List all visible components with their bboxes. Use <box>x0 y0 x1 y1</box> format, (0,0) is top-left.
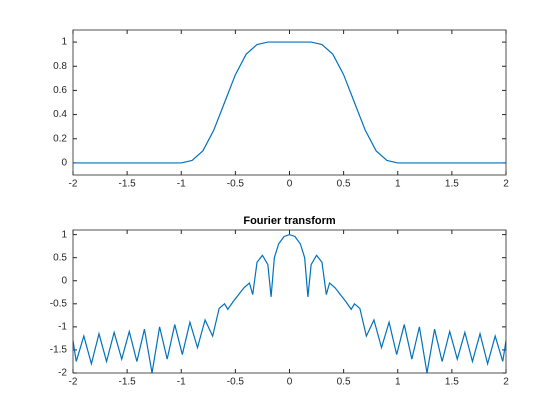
x-tick-label: 1 <box>395 179 401 190</box>
chart-title: Fourier transform <box>243 215 336 227</box>
y-tick-label: -2 <box>58 368 67 379</box>
plot-area <box>73 230 506 373</box>
x-tick-label: -2 <box>69 377 78 388</box>
y-tick-label: 0.5 <box>53 252 67 263</box>
y-tick-label: 0 <box>61 158 67 169</box>
y-tick-label: 1 <box>61 229 67 240</box>
y-tick-label: 0 <box>61 275 67 286</box>
x-tick-label: 2 <box>503 179 509 190</box>
x-tick-label: -0.5 <box>227 377 245 388</box>
y-tick-label: 0.8 <box>53 61 67 72</box>
axes-box <box>72 29 507 176</box>
x-tick-label: -1.5 <box>119 179 137 190</box>
plot-area <box>73 30 506 175</box>
x-tick-label: -2 <box>69 179 78 190</box>
x-tick-label: 2 <box>503 377 509 388</box>
y-tick-label: -1.5 <box>50 345 68 356</box>
axes: -2 -1.5 -1 -0.5 0 0.5 1 1.5 2 0 0.2 0.4 0.6 0.8 1 <box>53 29 509 190</box>
axes-box <box>72 229 507 374</box>
x-tick-label: -1.5 <box>119 377 137 388</box>
y-tick-label: 0.2 <box>53 133 67 144</box>
x-tick-label: 0 <box>287 377 293 388</box>
axes: Fourier transform -2 -1.5 -1 -0.5 0 0.5 1 1.5 2 -2… <box>50 215 509 388</box>
data-line <box>73 233 506 373</box>
x-tick-label: 0 <box>287 179 293 190</box>
x-tick-label: -0.5 <box>227 179 245 190</box>
x-tick-label: 0.5 <box>337 377 351 388</box>
x-tick-label: 1 <box>395 377 401 388</box>
y-tick-label: 1 <box>61 37 67 48</box>
x-tick-label: -1 <box>177 377 186 388</box>
y-tick-label: 0.4 <box>53 109 67 120</box>
y-tick-label: 0.6 <box>53 85 67 96</box>
x-tick-label: 1.5 <box>445 179 459 190</box>
y-tick-label: -0.5 <box>50 298 68 309</box>
y-tick-label: -1 <box>58 322 67 333</box>
x-tick-label: 0.5 <box>337 179 351 190</box>
x-tick-label: 1.5 <box>445 377 459 388</box>
x-tick-label: -1 <box>177 179 186 190</box>
data-line <box>73 41 506 164</box>
